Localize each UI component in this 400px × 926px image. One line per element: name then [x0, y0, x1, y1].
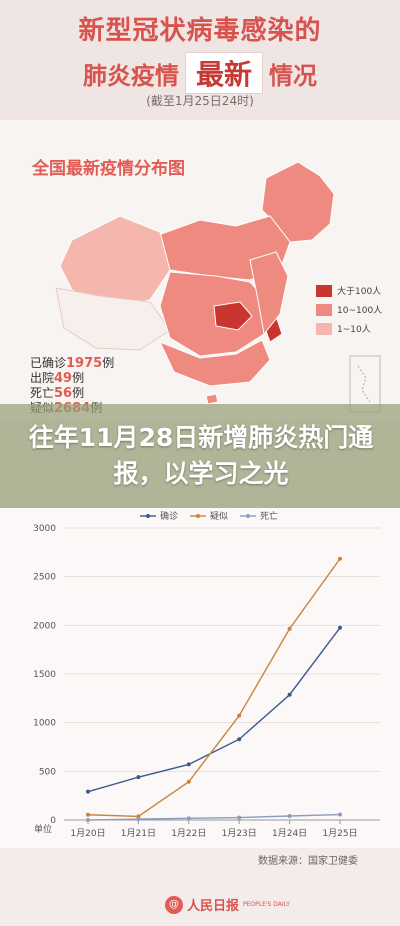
map-title: 全国最新疫情分布图 [32, 159, 185, 179]
x-tick-label: 1月23日 [222, 828, 257, 839]
stat-confirmed: 已确诊1975例 [30, 356, 115, 371]
date-note: (截至1月25日24时) [146, 94, 254, 108]
headline-overlay: 往年11月28日新增肺炎热门通报，以学习之光 [0, 404, 400, 508]
data-point [338, 556, 342, 561]
data-point [186, 779, 191, 784]
header-title-badge: 最新 [184, 52, 263, 94]
legend-marker-0 [146, 514, 150, 518]
headline-text: 往年11月28日新增肺炎热门通报，以学习之光 [28, 423, 374, 488]
header-title-line1: 新型冠状病毒感染的 [78, 16, 322, 46]
legend-row-high: 大于100人 [316, 284, 382, 297]
legend-label-2: 死亡 [260, 510, 278, 522]
data-point [136, 817, 141, 822]
y-tick-label: 2500 [33, 573, 56, 583]
map-region-west [59, 215, 171, 309]
x-tick-label: 1月22日 [171, 828, 206, 839]
data-point [86, 789, 90, 794]
y-tick-label: 3000 [33, 524, 56, 534]
data-source: 数据来源：国家卫健委 [258, 856, 358, 867]
map-region-east [249, 251, 289, 336]
map-card: 全国最新疫情分布图 大于100人 10~100人 1~10人 已确诊1975例 … [0, 120, 400, 420]
x-tick-label: 1月20日 [70, 828, 105, 839]
x-tick-label: 1月25日 [322, 828, 357, 839]
legend-row-low: 1~10人 [316, 322, 382, 335]
y-tick-label: 500 [39, 767, 56, 777]
series-line-1 [87, 558, 341, 818]
people-daily-logo-icon: @ [165, 895, 183, 914]
header-title-left: 肺炎疫情 [82, 62, 179, 90]
data-point [287, 626, 292, 631]
data-point [86, 818, 90, 822]
data-point [186, 762, 191, 767]
y-tick-label: 1000 [33, 719, 56, 729]
header-title-line2: 肺炎疫情 最新 情况 [0, 52, 400, 94]
map-region-hainan [205, 393, 219, 405]
map-region-south [159, 339, 271, 387]
legend-swatch-mid [316, 303, 332, 316]
series-line-0 [87, 627, 341, 793]
legend-row-mid: 10~100人 [316, 303, 382, 316]
legend-marker-1 [196, 514, 200, 518]
data-point [287, 692, 292, 697]
header-title-right: 情况 [269, 62, 317, 90]
map-region-tibet [55, 287, 171, 351]
chart-card: 0 500 1000 1500 2000 2500 3000 单位 1月20日 1月21日 1月22… [0, 508, 400, 848]
china-map [55, 161, 381, 413]
stat-deaths: 死亡56例 [30, 386, 85, 401]
legend-marker-2 [246, 514, 250, 518]
header-banner: 新型冠状病毒感染的 肺炎疫情 最新 情况 (截至1月25日24时) [0, 0, 400, 120]
legend-label-mid: 10~100人 [337, 306, 383, 316]
data-point [136, 775, 141, 780]
legend-label-low: 1~10人 [337, 325, 371, 335]
y-tick-label: 2000 [33, 621, 56, 631]
publisher-logo: @ 人民日报 PEOPLE'S DAILY [165, 895, 290, 914]
data-point [237, 815, 242, 820]
y-tick-label: 0 [50, 816, 56, 826]
data-point [338, 812, 342, 817]
y-unit-label: 单位 [34, 823, 52, 835]
footer [0, 880, 400, 926]
data-point [338, 625, 342, 630]
data-point [86, 812, 90, 817]
data-point [237, 737, 242, 742]
line-chart: 0 500 1000 1500 2000 2500 3000 单位 1月20日 1月21日 1月22… [33, 510, 380, 839]
legend-swatch-low [316, 322, 332, 335]
data-point [237, 713, 242, 718]
x-tick-label: 1月24日 [272, 828, 307, 839]
legend-swatch-high [316, 284, 332, 297]
logo-text: 人民日报 [187, 899, 240, 914]
data-point [287, 814, 292, 819]
legend-label-0: 确诊 [160, 510, 178, 522]
y-tick-label: 1500 [33, 670, 56, 680]
stat-discharged: 出院49例 [30, 371, 85, 386]
series-line-2 [87, 813, 341, 821]
x-tick-label: 1月21日 [121, 828, 156, 839]
logo-subtext: PEOPLE'S DAILY [243, 901, 290, 908]
data-point [186, 816, 191, 821]
map-region-hubei [213, 301, 253, 331]
map-legend: 大于100人 10~100人 1~10人 [316, 284, 382, 341]
legend-label-high: 大于100人 [337, 287, 382, 297]
legend-label-1: 疑似 [210, 511, 228, 522]
